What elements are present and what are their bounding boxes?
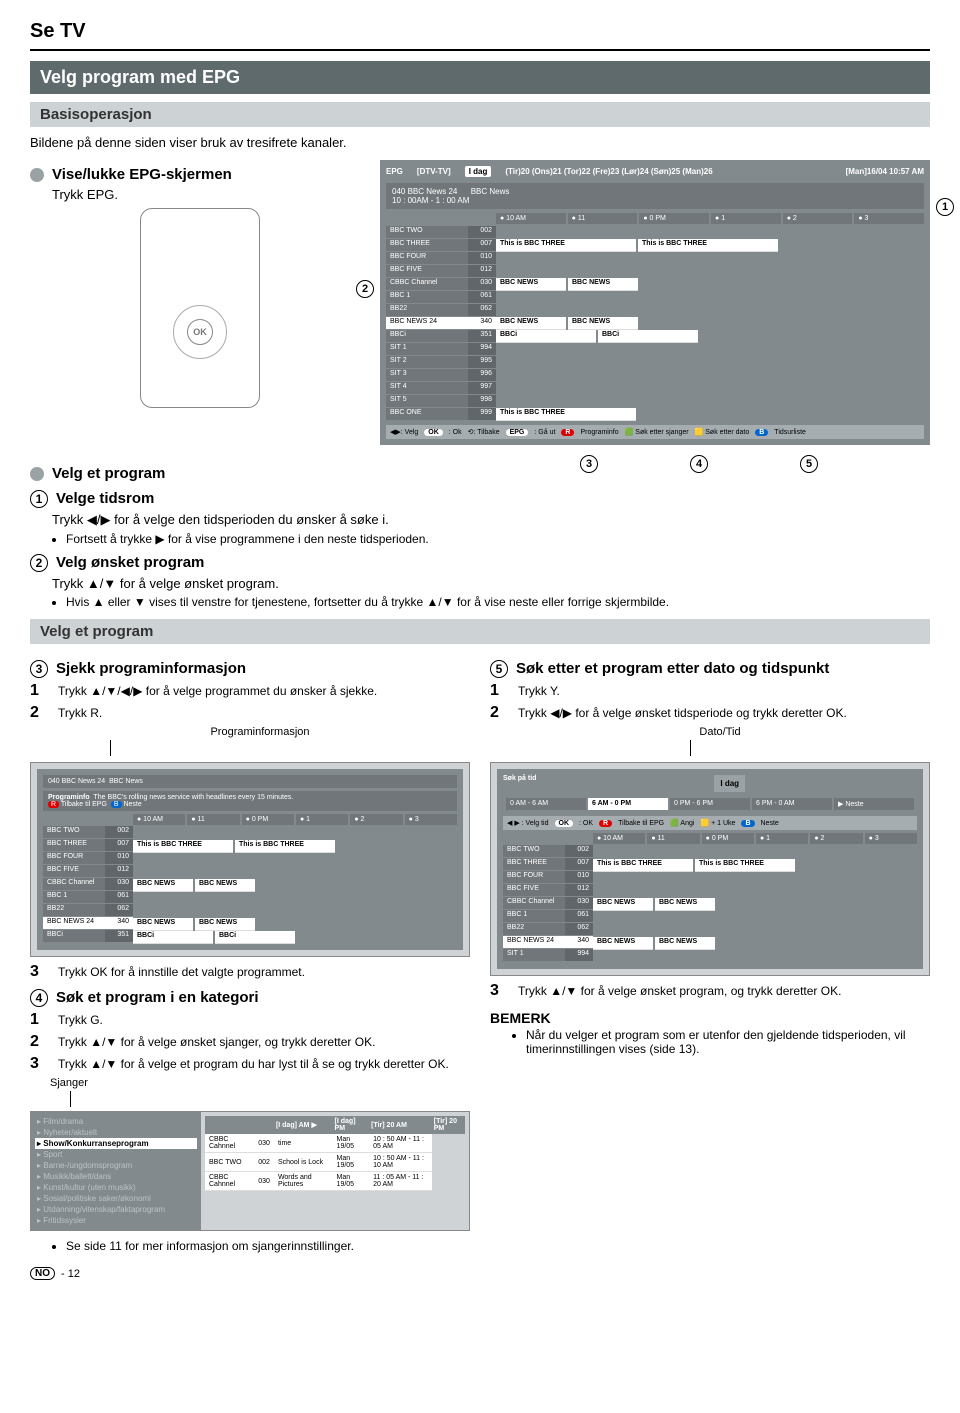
- step-5-3: Trykk ▲/▼ for å velge ønsket program, og…: [518, 984, 841, 998]
- epg-screen: EPG [DTV-TV] I dag (Tir)20 (Ons)21 (Tor)…: [380, 160, 930, 445]
- epg-current-time: 10 : 00AM - 1 : 00 AM: [392, 196, 469, 205]
- proginfo-label: Programinformasjon: [50, 726, 470, 738]
- epg-current-name: BBC News: [471, 187, 510, 196]
- step-4-3: Trykk ▲/▼ for å velge et program du har …: [58, 1057, 449, 1071]
- step-1-num: 1: [30, 490, 48, 508]
- step-5-2-num: 2: [490, 704, 510, 722]
- step-2-bullet: Hvis ▲ eller ▼ vises til venstre for tje…: [66, 595, 930, 609]
- step-4-2-num: 2: [30, 1033, 50, 1051]
- step-3-1-num: 1: [30, 682, 50, 700]
- remote-illustration: OK: [140, 208, 260, 408]
- callout-2: 2: [356, 280, 374, 298]
- step-4-2: Trykk ▲/▼ for å velge ønsket sjanger, og…: [58, 1035, 375, 1049]
- step-3-3: Trykk OK for å innstille det valgte prog…: [58, 965, 305, 979]
- footer-no: NO: [30, 1267, 55, 1280]
- step-3-title: Sjekk programinformasjon: [56, 660, 246, 677]
- bemerk-heading: BEMERK: [490, 1010, 930, 1026]
- callout-3: 3: [580, 455, 598, 473]
- title-rule: [30, 49, 930, 51]
- step-2-text: Trykk ▲/▼ for å velge ønsket program.: [52, 576, 930, 591]
- footer-page: - 12: [61, 1268, 80, 1280]
- step-5-title: Søk etter et program etter dato og tidsp…: [516, 660, 829, 677]
- callout-5: 5: [800, 455, 818, 473]
- step-1-bullet: Fortsett å trykke ▶ for å vise programme…: [66, 532, 930, 546]
- show-hide-heading: Vise/lukke EPG-skjermen: [52, 166, 232, 183]
- step-3-1: Trykk ▲/▼/◀/▶ for å velge programmet du …: [58, 684, 377, 698]
- step-3-2-num: 2: [30, 704, 50, 722]
- select-program-heading: Velg et program: [52, 465, 165, 482]
- step-4-1-num: 1: [30, 1011, 50, 1029]
- step-5-2: Trykk ◀/▶ for å velge ønsket tidsperiode…: [518, 706, 847, 720]
- search-date-screen: Søk på tidI dag 0 AM - 6 AM6 AM - 0 PM0 …: [490, 762, 930, 976]
- step-3-2: Trykk R.: [58, 706, 102, 720]
- step-4-1: Trykk G.: [58, 1013, 103, 1027]
- section-main: Velg program med EPG: [30, 61, 930, 94]
- epg-days: (Tir)20 (Ons)21 (Tor)22 (Fre)23 (Lør)24 …: [505, 167, 712, 176]
- step-2-title: Velg ønsket program: [56, 554, 204, 571]
- intro-text: Bildene på denne siden viser bruk av tre…: [30, 135, 930, 150]
- bullet-icon: [30, 168, 44, 182]
- step-2-num: 2: [30, 554, 48, 572]
- epg-title: EPG: [386, 167, 403, 176]
- step-3-3-num: 3: [30, 963, 50, 981]
- remote-ok: OK: [187, 319, 213, 345]
- genre-screen: ▸ Film/drama▸ Nyheter/aktuelt▸ Show/Konk…: [30, 1111, 470, 1231]
- sjanger-footnote: Se side 11 for mer informasjon om sjange…: [66, 1239, 470, 1253]
- callout-4: 4: [690, 455, 708, 473]
- step-5-num: 5: [490, 660, 508, 678]
- sjanger-label: Sjanger: [50, 1077, 470, 1089]
- datotid-label: Dato/Tid: [510, 726, 930, 738]
- section-select-program-2: Velg et program: [30, 619, 930, 644]
- bemerk-text: Når du velger et program som er utenfor …: [526, 1028, 930, 1056]
- proginfo-screen: 040 BBC News 24 BBC News Programinfo The…: [30, 762, 470, 957]
- epg-current-ch: 040 BBC News 24: [392, 187, 457, 196]
- step-5-3-num: 3: [490, 982, 510, 1000]
- section-basis: Basisoperasjon: [30, 102, 930, 127]
- callout-1: 1: [936, 198, 954, 216]
- epg-footer: ◀▶: Velg OK: Ok ⟲: Tilbake EPG: Gå ut RP…: [386, 425, 924, 439]
- step-3-num: 3: [30, 660, 48, 678]
- press-epg: Trykk EPG.: [52, 187, 370, 202]
- step-1-text: Trykk ◀/▶ for å velge den tidsperioden d…: [52, 512, 930, 528]
- step-5-1: Trykk Y.: [518, 684, 560, 698]
- step-5-1-num: 1: [490, 682, 510, 700]
- step-4-3-num: 3: [30, 1055, 50, 1073]
- epg-timestamp: [Man]16/04 10:57 AM: [846, 167, 924, 176]
- step-1-title: Velge tidsrom: [56, 490, 154, 507]
- epg-mode: [DTV-TV]: [417, 167, 451, 176]
- bullet-icon: [30, 467, 44, 481]
- step-4-num: 4: [30, 989, 48, 1007]
- step-4-title: Søk et program i en kategori: [56, 989, 259, 1006]
- epg-idag: I dag: [465, 166, 492, 177]
- page-title: Se TV: [30, 20, 930, 43]
